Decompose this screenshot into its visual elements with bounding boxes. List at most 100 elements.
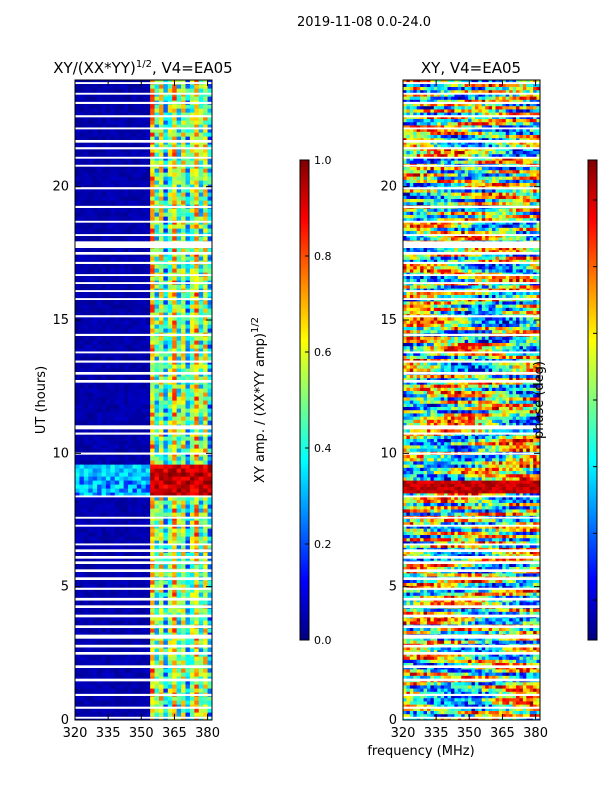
amplitude-cell — [163, 708, 169, 713]
amplitude-cell — [185, 348, 191, 353]
amplitude-cell — [123, 168, 129, 173]
amplitude-cell — [163, 460, 169, 465]
amplitude-cell — [141, 420, 147, 425]
amplitude-cell — [75, 168, 81, 173]
amplitude-cell — [114, 248, 120, 253]
amplitude-cell — [110, 384, 116, 389]
amplitude-cell — [114, 528, 120, 533]
amplitude-cell — [167, 408, 173, 413]
amplitude-cell — [83, 124, 89, 129]
amplitude-cell — [207, 564, 212, 569]
amplitude-cell — [92, 564, 98, 569]
amplitude-cell — [123, 512, 129, 517]
amplitude-cell — [145, 84, 151, 89]
amplitude-cell — [176, 188, 182, 193]
amplitude-cell — [119, 88, 125, 93]
amplitude-cell — [110, 616, 116, 621]
amplitude-cell — [172, 276, 178, 281]
amplitude-cell — [158, 536, 164, 541]
amplitude-cell — [97, 336, 103, 341]
amplitude-cell — [105, 308, 111, 313]
amplitude-cell — [194, 572, 200, 577]
amplitude-cell — [163, 192, 169, 197]
amplitude-cell — [158, 472, 164, 477]
amplitude-cell — [83, 324, 89, 329]
amplitude-cell — [110, 144, 116, 149]
amplitude-cell — [79, 656, 85, 661]
amplitude-cell — [119, 420, 125, 425]
amplitude-cell — [154, 148, 160, 153]
amplitude-cell — [141, 400, 147, 405]
amplitude-cell — [145, 300, 151, 305]
amplitude-cell — [181, 504, 187, 509]
amplitude-cell — [92, 512, 98, 517]
amplitude-cell — [105, 348, 111, 353]
amplitude-cell — [88, 464, 94, 469]
amplitude-cell — [92, 496, 98, 501]
amplitude-cell — [154, 104, 160, 109]
amplitude-cell — [172, 200, 178, 205]
amplitude-cell — [101, 504, 107, 509]
amplitude-cell — [158, 708, 164, 713]
amplitude-cell — [101, 480, 107, 485]
amplitude-cell — [97, 500, 103, 505]
amplitude-cell — [154, 196, 160, 201]
amplitude-cell — [172, 340, 178, 345]
amplitude-cell — [88, 528, 94, 533]
amplitude-cell — [181, 456, 187, 461]
amplitude-cell — [79, 460, 85, 465]
amplitude-cell — [207, 364, 212, 369]
amplitude-cell — [203, 284, 209, 289]
amplitude-cell — [119, 704, 125, 709]
amplitude-cell — [114, 660, 120, 665]
amplitude-cell — [105, 616, 111, 621]
amplitude-cell — [167, 460, 173, 465]
amplitude-cell — [101, 168, 107, 173]
amplitude-gap-row — [75, 577, 212, 580]
amplitude-cell — [110, 680, 116, 685]
amplitude-cell — [88, 120, 94, 125]
amplitude-cell — [185, 388, 191, 393]
amplitude-cell — [92, 320, 98, 325]
amplitude-cell — [172, 116, 178, 121]
amplitude-cell — [88, 148, 94, 153]
amplitude-cell — [154, 336, 160, 341]
amplitude-cell — [176, 628, 182, 633]
amplitude-cell — [132, 108, 138, 113]
amplitude-cell — [185, 660, 191, 665]
amplitude-cell — [110, 640, 116, 645]
amplitude-cell — [132, 544, 138, 549]
amplitude-cell — [75, 608, 81, 613]
amplitude-cell — [110, 676, 116, 681]
amplitude-cell — [207, 436, 212, 441]
amplitude-cell — [198, 564, 204, 569]
amplitude-cell — [128, 108, 134, 113]
amplitude-cell — [83, 344, 89, 349]
amplitude-cell — [83, 684, 89, 689]
amplitude-cell — [88, 448, 94, 453]
amplitude-cell — [141, 696, 147, 701]
amplitude-cell — [141, 160, 147, 165]
amplitude-cell — [176, 184, 182, 189]
amplitude-cell — [154, 408, 160, 413]
amplitude-cell — [176, 484, 182, 489]
amplitude-cell — [97, 184, 103, 189]
amplitude-cell — [150, 404, 156, 409]
amplitude-cell — [194, 680, 200, 685]
amplitude-cell — [163, 584, 169, 589]
amplitude-cell — [154, 132, 160, 137]
amplitude-cell — [132, 160, 138, 165]
amplitude-cell — [105, 88, 111, 93]
amplitude-cell — [150, 180, 156, 185]
amplitude-cell — [185, 632, 191, 637]
amplitude-cell — [154, 416, 160, 421]
amplitude-cell — [97, 520, 103, 525]
amplitude-cell — [119, 532, 125, 537]
amplitude-cell — [207, 84, 212, 89]
amplitude-cell — [150, 400, 156, 405]
amplitude-cell — [145, 440, 151, 445]
amplitude-cell — [88, 504, 94, 509]
amplitude-cell — [119, 300, 125, 305]
amplitude-cell — [198, 480, 204, 485]
amplitude-cell — [203, 544, 209, 549]
